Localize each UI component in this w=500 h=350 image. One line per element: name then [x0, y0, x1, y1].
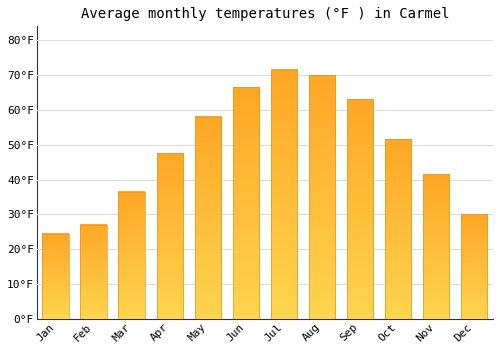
Bar [232, 87, 259, 319]
Bar [118, 192, 145, 319]
Bar [384, 140, 411, 319]
Bar [346, 99, 374, 319]
Bar [194, 117, 221, 319]
Bar [42, 233, 69, 319]
Bar [80, 225, 107, 319]
Bar [308, 75, 335, 319]
Bar [270, 70, 297, 319]
Title: Average monthly temperatures (°F ) in Carmel: Average monthly temperatures (°F ) in Ca… [80, 7, 449, 21]
Bar [156, 153, 183, 319]
Bar [422, 174, 450, 319]
Bar [460, 215, 487, 319]
